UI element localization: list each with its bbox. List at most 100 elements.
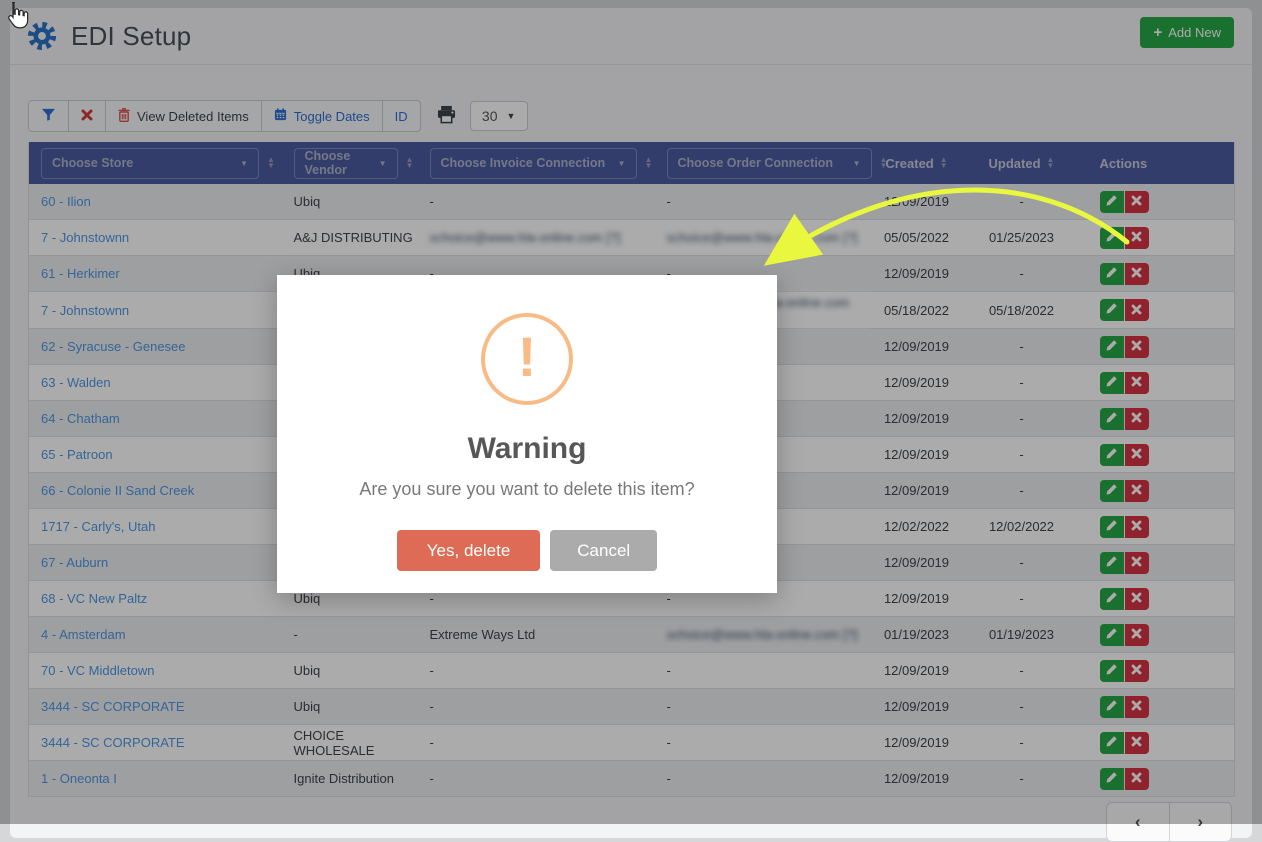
cell-actions xyxy=(1079,364,1235,401)
x-icon xyxy=(1131,771,1142,786)
store-link[interactable]: 1717 - Carly's, Utah xyxy=(41,519,156,534)
filter-button[interactable] xyxy=(28,100,69,132)
edit-button[interactable] xyxy=(1099,695,1124,718)
cell-store: 1717 - Carly's, Utah xyxy=(28,508,282,545)
store-link[interactable]: 65 - Patroon xyxy=(41,447,113,462)
store-filter-dropdown[interactable]: Choose Store ▼ xyxy=(41,147,259,179)
store-link[interactable]: 60 - Ilion xyxy=(41,194,91,209)
gear-icon xyxy=(26,20,58,52)
cell-actions xyxy=(1079,328,1235,365)
edit-button[interactable] xyxy=(1099,262,1124,285)
cell-vendor: - xyxy=(281,616,418,653)
edit-button[interactable] xyxy=(1099,623,1124,646)
store-link[interactable]: 62 - Syracuse - Genesee xyxy=(41,339,186,354)
edit-button[interactable] xyxy=(1099,551,1124,574)
store-link[interactable]: 3444 - SC CORPORATE xyxy=(41,699,185,714)
view-deleted-items-button[interactable]: View Deleted Items xyxy=(105,100,262,132)
store-link[interactable]: 64 - Chatham xyxy=(41,411,120,426)
delete-button[interactable] xyxy=(1124,226,1149,249)
order-filter-label: Choose Order Connection xyxy=(677,156,834,170)
funnel-icon xyxy=(41,108,56,124)
store-link[interactable]: 66 - Colonie II Sand Creek xyxy=(41,483,195,498)
cell-store: 60 - Ilion xyxy=(28,184,282,220)
edit-button[interactable] xyxy=(1099,731,1124,754)
edit-button[interactable] xyxy=(1099,479,1124,502)
cell-store: 62 - Syracuse - Genesee xyxy=(28,328,282,365)
delete-button[interactable] xyxy=(1124,767,1149,790)
delete-button[interactable] xyxy=(1124,371,1149,394)
pencil-icon xyxy=(1105,411,1118,427)
delete-button[interactable] xyxy=(1124,731,1149,754)
confirm-delete-button[interactable]: Yes, delete xyxy=(396,530,541,571)
sort-created-icon[interactable]: ▲ ▼ xyxy=(939,154,948,170)
x-icon xyxy=(1131,447,1142,462)
cell-actions xyxy=(1079,724,1235,761)
store-link[interactable]: 63 - Walden xyxy=(41,375,111,390)
pagination-prev-button[interactable]: ‹ xyxy=(1107,803,1170,841)
edit-button[interactable] xyxy=(1099,299,1124,321)
delete-button[interactable] xyxy=(1124,659,1149,682)
store-link[interactable]: 61 - Herkimer xyxy=(41,266,120,281)
pencil-icon xyxy=(1105,699,1118,715)
edit-button[interactable] xyxy=(1099,443,1124,466)
store-link[interactable]: 7 - Johnstownn xyxy=(41,230,130,245)
pencil-icon xyxy=(1105,735,1118,751)
edit-button[interactable] xyxy=(1099,659,1124,682)
edit-button[interactable] xyxy=(1099,587,1124,610)
delete-button[interactable] xyxy=(1124,479,1149,502)
delete-button[interactable] xyxy=(1124,551,1149,574)
store-link[interactable]: 3444 - SC CORPORATE xyxy=(41,735,185,750)
id-label: ID xyxy=(394,108,408,124)
toggle-dates-button[interactable]: Toggle Dates xyxy=(260,100,383,132)
delete-button[interactable] xyxy=(1124,443,1149,466)
delete-button[interactable] xyxy=(1124,299,1149,321)
edit-button[interactable] xyxy=(1099,335,1124,358)
cell-actions xyxy=(1079,508,1235,545)
store-link[interactable]: 1 - Oneonta I xyxy=(41,771,117,786)
store-link[interactable]: 7 - Johnstownn xyxy=(41,302,130,318)
delete-button[interactable] xyxy=(1124,515,1149,538)
delete-button[interactable] xyxy=(1124,190,1149,213)
cell-order-connection: - xyxy=(654,760,870,797)
cell-updated: 01/19/2023 xyxy=(963,616,1080,653)
delete-button[interactable] xyxy=(1124,262,1149,285)
cell-store: 65 - Patroon xyxy=(28,436,282,473)
order-filter-dropdown[interactable]: Choose Order Connection ▼ xyxy=(666,147,872,179)
sort-order-icon[interactable]: ▲ ▼ xyxy=(879,154,888,170)
table-row: 3444 - SC CORPORATE CHOICE WHOLESALE - -… xyxy=(28,724,1235,761)
sort-updated-icon[interactable]: ▲ ▼ xyxy=(1046,154,1055,170)
store-link[interactable]: 70 - VC Middletown xyxy=(41,663,155,678)
edit-button[interactable] xyxy=(1099,407,1124,430)
delete-button[interactable] xyxy=(1124,335,1149,358)
add-new-label: Add New xyxy=(1168,25,1221,40)
cancel-button[interactable]: Cancel xyxy=(550,530,658,571)
sort-store-icon[interactable]: ▲ ▼ xyxy=(267,154,275,170)
pencil-icon xyxy=(1105,339,1118,355)
x-icon xyxy=(1131,303,1142,318)
edit-button[interactable] xyxy=(1099,371,1124,394)
store-link[interactable]: 4 - Amsterdam xyxy=(41,627,126,642)
cell-store: 3444 - SC CORPORATE xyxy=(28,724,282,761)
delete-button[interactable] xyxy=(1124,623,1149,646)
store-link[interactable]: 68 - VC New Paltz xyxy=(41,591,148,606)
cell-store: 70 - VC Middletown xyxy=(28,652,282,689)
edit-button[interactable] xyxy=(1099,515,1124,538)
pagination-next-button[interactable]: › xyxy=(1170,803,1232,841)
id-button[interactable]: ID xyxy=(381,100,421,132)
vendor-filter-label: Choose Vendor xyxy=(304,149,351,177)
delete-button[interactable] xyxy=(1124,587,1149,610)
print-button[interactable] xyxy=(437,105,456,127)
cell-updated: - xyxy=(963,760,1080,797)
page-size-select[interactable]: 30 ▼ xyxy=(469,101,528,131)
clear-filter-button[interactable] xyxy=(68,100,106,132)
store-link[interactable]: 67 - Auburn xyxy=(41,555,109,570)
delete-button[interactable] xyxy=(1124,407,1149,430)
sort-vendor-icon[interactable]: ▲ ▼ xyxy=(405,154,414,170)
delete-button[interactable] xyxy=(1124,695,1149,718)
edit-button[interactable] xyxy=(1099,767,1124,790)
vendor-filter-dropdown[interactable]: Choose Vendor ▼ xyxy=(293,147,398,179)
invoice-filter-dropdown[interactable]: Choose Invoice Connection ▼ xyxy=(429,147,637,179)
add-new-button[interactable]: + Add New xyxy=(1140,17,1234,48)
sort-invoice-icon[interactable]: ▲ ▼ xyxy=(644,154,653,170)
x-icon xyxy=(1131,339,1142,354)
